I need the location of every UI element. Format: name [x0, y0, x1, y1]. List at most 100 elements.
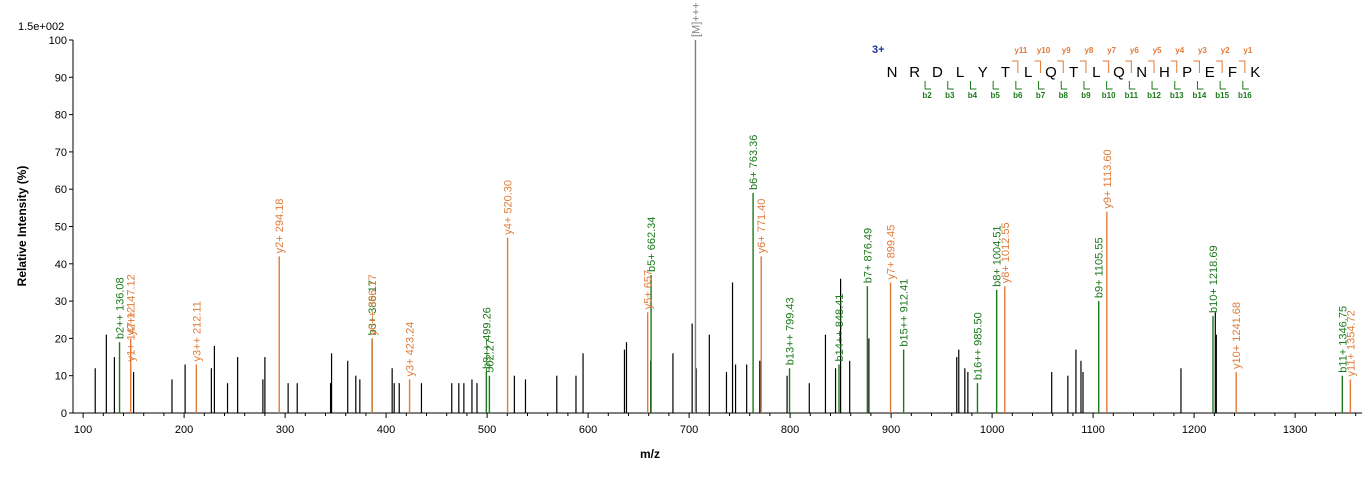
x-tick-label: 1100 — [1081, 424, 1105, 436]
y-ion-peak-label: y11+ 1354.72 — [1345, 310, 1357, 376]
sequence-residue: F — [1228, 64, 1237, 81]
y-ion-index: y1 — [1243, 46, 1252, 55]
y-tick-label: 90 — [55, 72, 67, 84]
y-tick-label: 60 — [55, 184, 67, 196]
y-ion-bracket — [1102, 60, 1110, 73]
y-ion-bracket — [1125, 60, 1132, 73]
sequence-residue: Q — [1045, 64, 1057, 81]
y-ion-bracket — [1238, 60, 1246, 73]
y-ion-peak-label: y2+ 294.18 — [274, 199, 286, 254]
b-ion-index: b7 — [1036, 91, 1046, 100]
y-ion-index: y11 — [1014, 46, 1027, 55]
b-ion-bracket — [1219, 81, 1227, 90]
sequence-residue: L — [956, 64, 964, 81]
x-tick-label: 300 — [276, 424, 294, 436]
sequence-residue: N — [1136, 64, 1147, 81]
y-ion-index: y4 — [1175, 46, 1184, 55]
sequence-residue: T — [1069, 64, 1078, 81]
b-ion-index: b6 — [1013, 91, 1023, 100]
b-ion-index: b8 — [1059, 91, 1069, 100]
y-tick-label: 0 — [61, 408, 67, 420]
b-ion-bracket — [1196, 81, 1204, 90]
x-tick-label: 800 — [781, 424, 799, 436]
sequence-residue: N — [887, 64, 898, 81]
y-ion-peak-label: y3+ 423.24 — [405, 322, 417, 377]
y-ion-peak-label: y8+ 1012.55 — [1000, 222, 1012, 283]
y-ion-bracket — [1170, 60, 1178, 73]
x-axis-title: m/z — [640, 447, 660, 461]
y-tick-label: 100 — [49, 35, 67, 47]
b-ion-peak-label: b3+ 386.17 — [367, 280, 379, 335]
precursor-ion-peak-label: [M]+++ 706.3 — [690, 0, 702, 37]
b-ion-bracket — [1242, 81, 1249, 90]
sequence-residue: L — [1092, 64, 1100, 81]
x-tick-label: 900 — [882, 424, 900, 436]
b-ion-bracket — [1151, 81, 1159, 90]
x-tick-label: 700 — [680, 424, 698, 436]
y-ion-bracket — [1148, 60, 1155, 73]
b-ion-peak-label: b8++ 499.26 — [481, 307, 493, 369]
y-ion-peak-label: y10+ 1241.68 — [1231, 302, 1243, 369]
y-ion-bracket — [1057, 60, 1064, 73]
y-ion-index: y6 — [1130, 46, 1139, 55]
sequence-residue: T — [1001, 64, 1010, 81]
b-ion-peak-label: b14++ 848.41 — [834, 294, 846, 362]
b-ion-bracket — [924, 81, 932, 90]
b-ion-index: b10 — [1102, 91, 1116, 100]
x-tick-label: 400 — [377, 424, 395, 436]
intensity-scale-label: 1.5e+002 — [18, 21, 64, 33]
y-ion-peak-label: y6++ 386.17 — [367, 274, 379, 335]
sequence-residue: Y — [978, 64, 988, 81]
y-tick-label: 20 — [55, 333, 67, 345]
sequence-residue: K — [1250, 64, 1260, 81]
y-ion-index: y5 — [1153, 46, 1162, 55]
b-ion-peak-label: 502.27 — [484, 339, 496, 373]
y-ion-peak-label: y1+ 147.12 — [126, 307, 138, 362]
b-ion-peak-label: b9+ 1105.55 — [1094, 237, 1106, 298]
b-ion-bracket — [1038, 81, 1045, 90]
precursor-charge-label: 3+ — [872, 44, 885, 56]
b-ion-index: b5 — [990, 91, 1000, 100]
y-ion-peak-label: y6+ 771.40 — [756, 199, 768, 254]
b-ion-bracket — [992, 81, 1000, 90]
b-ion-bracket — [1015, 81, 1022, 90]
b-ion-bracket — [1106, 81, 1113, 90]
sequence-residue: Q — [1113, 64, 1125, 81]
y-ion-peak-label: y5+ 657 — [643, 270, 655, 309]
x-tick-label: 1000 — [980, 424, 1004, 436]
b-ion-peak-label: b16++ 985.50 — [972, 312, 984, 380]
b-ion-peak-label: b11+ 1346.75 — [1337, 306, 1349, 373]
sequence-residue: L — [1024, 64, 1032, 81]
y-ion-peak-label: y3++ 212.11 — [191, 301, 203, 361]
y-ion-peak-label: y2++ 147.12 — [126, 274, 138, 335]
b-ion-bracket — [1128, 81, 1136, 90]
sequence-residue: D — [932, 64, 943, 81]
y-ion-peak-label: y7+ 899.45 — [886, 225, 898, 280]
y-ion-bracket — [1079, 60, 1087, 73]
b-ion-peak-label: b5+ 662.34 — [646, 217, 658, 272]
y-tick-label: 70 — [55, 147, 67, 159]
b-ion-index: b12 — [1147, 91, 1161, 100]
b-ion-index: b11 — [1125, 91, 1139, 100]
b-ion-bracket — [969, 81, 977, 90]
b-ion-index: b13 — [1170, 91, 1184, 100]
y-ion-peak-label: y9+ 1113.60 — [1102, 149, 1114, 208]
b-ion-peak-label: b15++ 912.41 — [899, 279, 911, 347]
b-ion-peak-label: b13++ 799.43 — [785, 297, 797, 365]
sequence-residue: E — [1205, 64, 1215, 81]
b-ion-index: b9 — [1081, 91, 1091, 100]
y-tick-label: 80 — [55, 110, 67, 122]
b-ion-index: b16 — [1238, 91, 1252, 100]
y-ion-peak-label: y4+ 520.30 — [503, 180, 515, 235]
b-ion-index: b15 — [1215, 91, 1229, 100]
y-ion-bracket — [1193, 60, 1200, 73]
y-axis-title: Relative Intensity (%) — [15, 166, 29, 287]
sequence-residue: R — [909, 64, 920, 81]
x-tick-label: 1300 — [1283, 424, 1307, 436]
y-tick-label: 40 — [55, 259, 67, 271]
y-ion-index: y8 — [1084, 46, 1093, 55]
b-ion-bracket — [1083, 81, 1090, 90]
b-ion-peak-label: b10+ 1218.69 — [1208, 245, 1220, 313]
sequence-residue: H — [1159, 64, 1170, 81]
